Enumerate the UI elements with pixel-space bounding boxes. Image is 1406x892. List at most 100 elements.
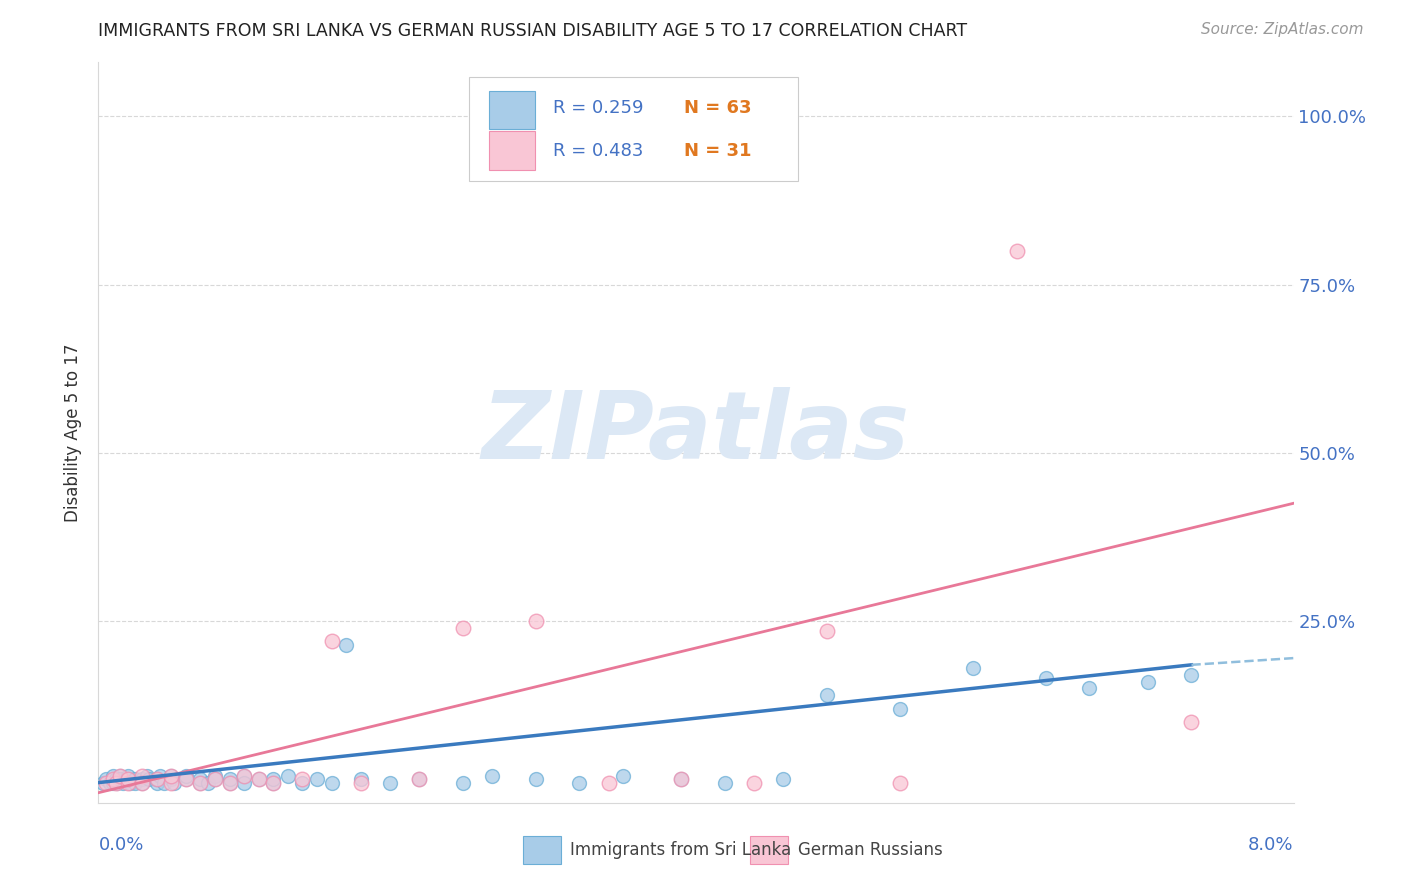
Point	[598, 775, 620, 789]
Text: 8.0%: 8.0%	[1249, 836, 1294, 855]
Point	[247, 772, 270, 787]
Point	[218, 775, 240, 789]
Point	[233, 769, 256, 783]
Point	[305, 772, 328, 787]
Point	[612, 769, 634, 783]
Point	[962, 661, 984, 675]
Point	[91, 775, 114, 789]
Point	[160, 772, 183, 787]
Point	[815, 688, 838, 702]
Point	[291, 775, 314, 789]
Point	[218, 775, 240, 789]
Point	[101, 775, 124, 789]
Point	[197, 775, 219, 789]
Point	[105, 775, 128, 789]
Text: German Russians: German Russians	[797, 841, 942, 859]
Point	[110, 769, 132, 783]
Point	[94, 775, 117, 789]
Point	[350, 772, 373, 787]
Point	[204, 769, 226, 783]
Point	[135, 769, 157, 783]
Point	[233, 775, 256, 789]
Point	[110, 769, 132, 783]
Point	[1005, 244, 1028, 258]
Point	[117, 772, 139, 787]
Point	[1180, 714, 1202, 729]
Point	[190, 775, 212, 789]
Text: 0.0%: 0.0%	[98, 836, 143, 855]
Y-axis label: Disability Age 5 to 17: Disability Age 5 to 17	[65, 343, 83, 522]
Point	[451, 621, 474, 635]
Point	[481, 769, 503, 783]
Point	[218, 772, 240, 787]
Point	[378, 775, 401, 789]
Point	[524, 614, 547, 628]
Point	[101, 772, 124, 787]
Point	[889, 701, 911, 715]
Point	[408, 772, 430, 787]
Point	[714, 775, 737, 789]
Point	[145, 772, 167, 787]
Point	[247, 772, 270, 787]
Point	[163, 775, 186, 789]
Text: ZIPatlas: ZIPatlas	[482, 386, 910, 479]
Point	[131, 775, 153, 789]
Point	[451, 775, 474, 789]
Point	[104, 772, 127, 787]
Point	[321, 634, 343, 648]
Point	[1078, 681, 1101, 696]
Point	[174, 769, 197, 783]
Bar	[523, 836, 561, 864]
Point	[98, 775, 121, 789]
Point	[1136, 674, 1159, 689]
Point	[145, 775, 167, 789]
Point	[277, 769, 299, 783]
Point	[262, 775, 284, 789]
Point	[149, 769, 172, 783]
Point	[671, 772, 693, 787]
Point	[124, 775, 146, 789]
Point	[124, 772, 146, 787]
Point	[174, 772, 197, 787]
Point	[110, 772, 132, 787]
Point	[160, 769, 183, 783]
Point	[204, 772, 226, 787]
Point	[262, 775, 284, 789]
Bar	[489, 131, 534, 169]
Text: R = 0.259: R = 0.259	[553, 99, 643, 118]
Point	[408, 772, 430, 787]
Point	[160, 769, 183, 783]
Point	[117, 772, 139, 787]
Point	[772, 772, 794, 787]
Point	[120, 775, 142, 789]
Point	[742, 775, 765, 789]
Point	[94, 772, 117, 787]
Text: N = 31: N = 31	[685, 142, 752, 160]
Bar	[749, 836, 787, 864]
Point	[335, 638, 357, 652]
Text: N = 63: N = 63	[685, 99, 752, 118]
Point	[117, 769, 139, 783]
Point	[101, 769, 124, 783]
Point	[1035, 671, 1057, 685]
Point	[568, 775, 591, 789]
Point	[153, 775, 176, 789]
Point	[190, 772, 212, 787]
Point	[321, 775, 343, 789]
Text: Source: ZipAtlas.com: Source: ZipAtlas.com	[1201, 22, 1364, 37]
Bar	[489, 91, 534, 129]
Point	[190, 775, 212, 789]
Point	[815, 624, 838, 639]
Point	[138, 772, 160, 787]
Text: IMMIGRANTS FROM SRI LANKA VS GERMAN RUSSIAN DISABILITY AGE 5 TO 17 CORRELATION C: IMMIGRANTS FROM SRI LANKA VS GERMAN RUSS…	[98, 22, 967, 40]
Text: R = 0.483: R = 0.483	[553, 142, 643, 160]
Point	[131, 769, 153, 783]
Point	[112, 775, 135, 789]
Text: Immigrants from Sri Lanka: Immigrants from Sri Lanka	[571, 841, 792, 859]
Point	[262, 772, 284, 787]
Point	[145, 772, 167, 787]
Point	[104, 775, 127, 789]
Point	[174, 772, 197, 787]
Point	[160, 775, 183, 789]
Point	[524, 772, 547, 787]
